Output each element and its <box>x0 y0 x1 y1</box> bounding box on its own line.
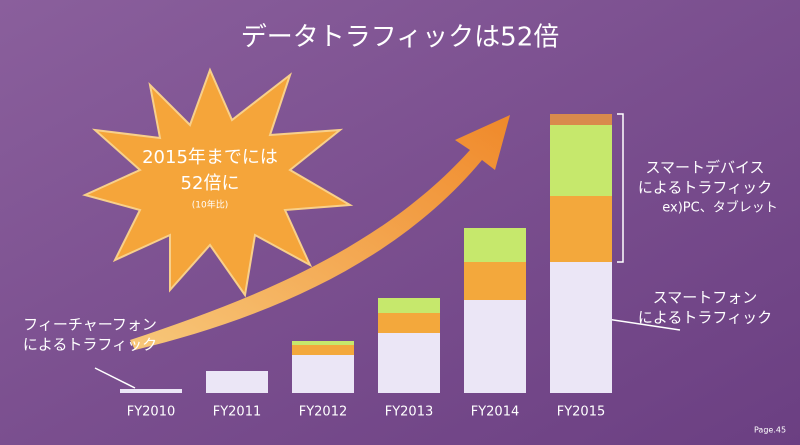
bar-segment <box>550 262 612 393</box>
bar-segment <box>120 389 182 393</box>
chart-title: データトラフィックは52倍 <box>241 23 560 53</box>
annotation: スマートデバイス <box>645 159 764 177</box>
pointer <box>599 317 681 331</box>
bar-segment <box>378 333 440 393</box>
bar-segment <box>550 196 612 262</box>
annotation: によるトラフィック <box>23 336 157 354</box>
bar-segment <box>550 114 612 125</box>
bracket <box>617 113 624 263</box>
annotation: によるトラフィック <box>638 179 772 197</box>
burst-text: (10年比) <box>192 199 228 211</box>
x-tick-label: FY2013 <box>385 405 434 420</box>
x-tick-label: FY2015 <box>557 405 606 420</box>
bar-segment <box>464 262 526 300</box>
burst-text: 2015年までには <box>142 147 278 168</box>
bar-segment <box>292 341 354 345</box>
bar-segment <box>206 371 268 393</box>
growth-arrow <box>130 115 510 350</box>
bar-segment <box>378 298 440 313</box>
x-tick-label: FY2011 <box>213 405 262 420</box>
annotation: によるトラフィック <box>638 309 772 327</box>
x-tick-label: FY2012 <box>299 405 348 420</box>
bar-segment <box>292 355 354 393</box>
x-tick-label: FY2014 <box>471 405 520 420</box>
x-tick-label: FY2010 <box>127 405 176 420</box>
annotation: ex)PC、タブレット <box>662 200 777 216</box>
starburst <box>82 67 354 298</box>
bar-segment <box>464 300 526 393</box>
pointer <box>94 367 136 389</box>
bar-segment <box>378 313 440 333</box>
bar-segment <box>292 345 354 355</box>
burst-text: 52倍に <box>181 173 240 194</box>
annotation: スマートフォン <box>653 289 758 307</box>
page-number: Page.45 <box>754 426 786 435</box>
bar-segment <box>464 228 526 262</box>
annotation: フィーチャーフォン <box>23 316 157 334</box>
bar-segment <box>550 125 612 196</box>
